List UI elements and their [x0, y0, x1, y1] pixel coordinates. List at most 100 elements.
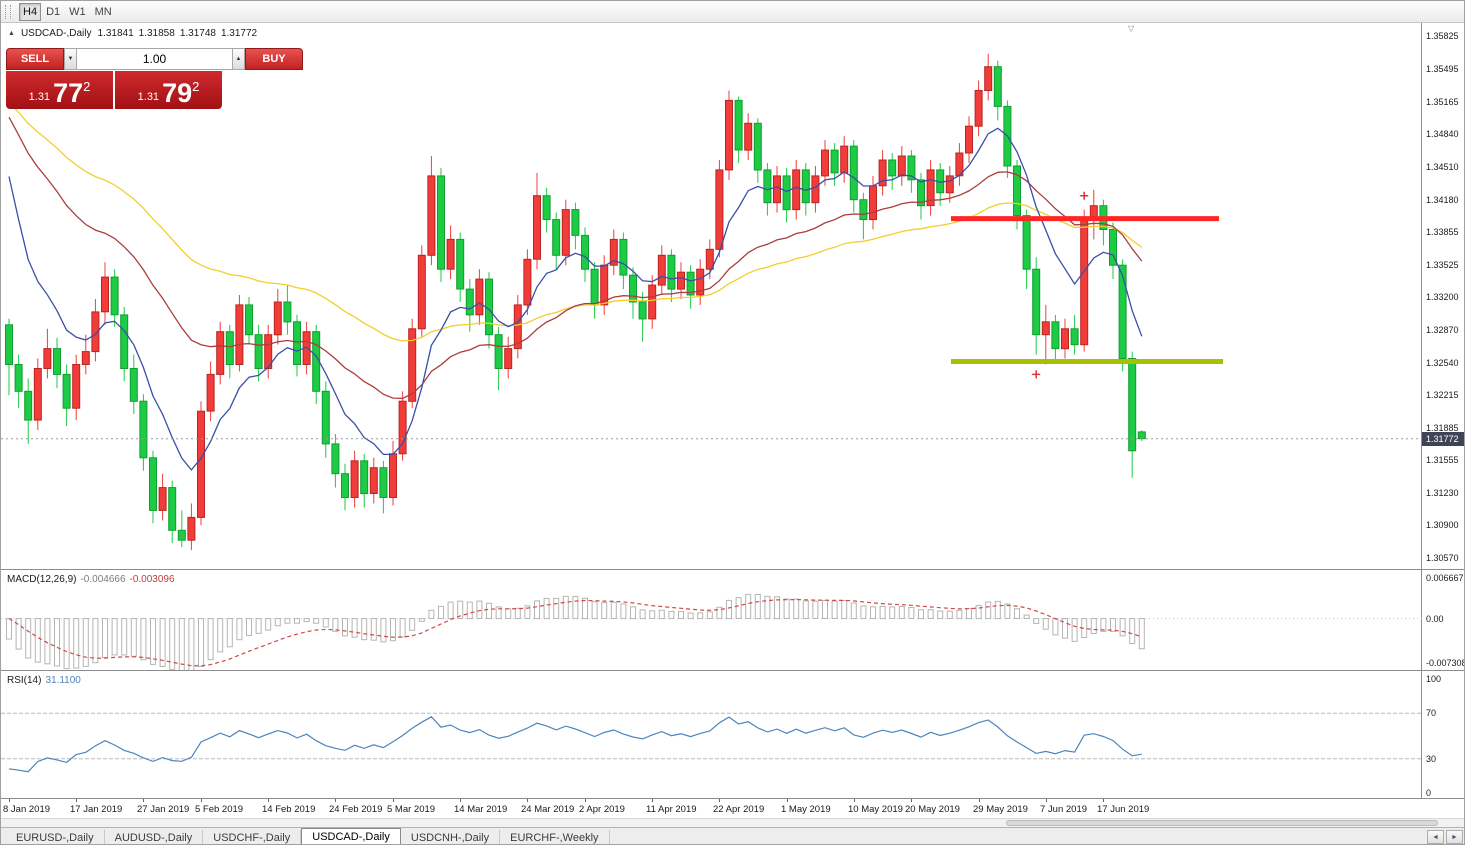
- price-axis-label: 1.33200: [1426, 291, 1459, 302]
- date-axis-label: 10 May 2019: [848, 804, 903, 815]
- macd-label: MACD(12,26,9) -0.004666 -0.003096: [7, 574, 175, 585]
- date-axis[interactable]: 8 Jan 2019 17 Jan 2019 27 Jan 2019 5 Feb 20…: [1, 799, 1421, 818]
- date-tick: [9, 799, 10, 802]
- macd-axis-label: 0.006667: [1426, 573, 1464, 583]
- volume-increase-button[interactable]: ▲: [232, 48, 245, 70]
- rsi-axis-label: 30: [1426, 753, 1437, 764]
- rsi-axis-label: 100: [1426, 674, 1442, 684]
- one-click-trading-panel: SELL ▼ ▲ BUY 1.31 77 2 1.31 79 2: [6, 48, 303, 109]
- price-axis-label: 1.35495: [1426, 64, 1459, 75]
- collapse-icon[interactable]: ▲: [8, 30, 15, 37]
- date-axis-label: 7 Jun 2019: [1040, 804, 1088, 815]
- date-tick: [719, 799, 720, 802]
- date-tick: [527, 799, 528, 802]
- panel-separator[interactable]: [1, 569, 1464, 570]
- tabs-prev-button[interactable]: ◄: [1427, 830, 1444, 844]
- tabs-next-button[interactable]: ►: [1446, 830, 1463, 844]
- tab-audusd-daily[interactable]: AUDUSD-,Daily: [105, 830, 204, 844]
- price-axis-label: 1.30900: [1426, 520, 1459, 531]
- date-axis-label: 5 Mar 2019: [387, 804, 436, 815]
- date-tick: [460, 799, 461, 802]
- panel-separator[interactable]: [1, 670, 1464, 671]
- price-axis-label: 1.35825: [1426, 31, 1459, 42]
- date-tick: [652, 799, 653, 802]
- ma-fast-blue: [8, 127, 1143, 471]
- rsi-canvas[interactable]: [1, 672, 1422, 798]
- price-axis-label: 1.30570: [1426, 553, 1459, 564]
- bid-price-panel[interactable]: 1.31 77 2: [6, 71, 113, 109]
- timeframe-toolbar: H4 D1 W1 MN: [1, 1, 1464, 23]
- date-tick: [143, 799, 144, 802]
- low-value: 1.31748: [179, 28, 216, 39]
- date-axis-label: 24 Feb 2019: [329, 804, 383, 815]
- open-value: 1.31841: [97, 28, 134, 39]
- price-axis-label: 1.31885: [1426, 422, 1459, 433]
- price-axis-label: 1.33525: [1426, 259, 1459, 270]
- high-value: 1.31858: [138, 28, 175, 39]
- date-tick: [1103, 799, 1104, 802]
- ohlc-values: 1.31841 1.31858 1.31748 1.31772: [98, 28, 263, 39]
- date-axis-label: 14 Feb 2019: [262, 804, 316, 815]
- tab-usdchf-daily[interactable]: USDCHF-,Daily: [203, 830, 302, 844]
- ma-medium-red: [8, 116, 1143, 399]
- date-axis-label: 11 Apr 2019: [646, 804, 697, 815]
- volume-decrease-button[interactable]: ▼: [64, 48, 77, 70]
- tab-usdcad-daily[interactable]: USDCAD-,Daily: [301, 828, 401, 844]
- date-axis-label: 29 May 2019: [973, 804, 1028, 815]
- date-axis-label: 1 May 2019: [781, 804, 831, 815]
- ask-prefix: 1.31: [137, 91, 160, 103]
- macd-canvas[interactable]: [1, 571, 1422, 670]
- date-tick: [76, 799, 77, 802]
- macd-axis-label: -0.007308: [1426, 658, 1465, 668]
- ask-big-digits: 79: [162, 78, 193, 108]
- macd-value: -0.004666: [80, 574, 126, 585]
- current-price-badge: 1.31772: [1422, 431, 1464, 446]
- timeframe-button-w1[interactable]: W1: [65, 3, 90, 21]
- chart-title: USDCAD-,Daily: [20, 28, 92, 39]
- date-axis-label: 17 Jun 2019: [1097, 804, 1150, 815]
- buy-button[interactable]: BUY: [245, 48, 303, 70]
- price-axis-label: 1.34840: [1426, 129, 1459, 140]
- bid-big-digits: 77: [53, 78, 84, 108]
- ask-pipette: 2: [192, 79, 200, 94]
- chart-shift-marker-icon: ▽: [1128, 24, 1135, 33]
- date-axis-label: 22 Apr 2019: [713, 804, 765, 815]
- macd-signal-value: -0.003096: [129, 574, 175, 585]
- date-tick: [268, 799, 269, 802]
- date-axis-label: 24 Mar 2019: [521, 804, 575, 815]
- tab-eurchf-weekly[interactable]: EURCHF-,Weekly: [500, 830, 610, 844]
- price-axis-border: [1421, 23, 1422, 798]
- tab-usdcnh-daily[interactable]: USDCNH-,Daily: [401, 830, 501, 844]
- timeframe-button-h4[interactable]: H4: [19, 2, 42, 21]
- close-value: 1.31772: [220, 28, 258, 39]
- toolbar-grip-icon[interactable]: [5, 4, 11, 19]
- date-tick: [854, 799, 855, 802]
- date-tick: [911, 799, 912, 802]
- rsi-axis-label: 70: [1426, 708, 1437, 719]
- scrollbar-thumb[interactable]: [1006, 820, 1438, 826]
- price-axis-label: 1.31230: [1426, 487, 1459, 498]
- price-axis-label: 1.32540: [1426, 357, 1459, 368]
- price-axis-label: 1.35165: [1426, 96, 1459, 107]
- date-axis-label: 14 Mar 2019: [454, 804, 508, 815]
- timeframe-button-mn[interactable]: MN: [91, 3, 116, 21]
- price-axis-label: 1.32870: [1426, 324, 1459, 335]
- rsi-value: 31.1100: [45, 675, 81, 686]
- main-chart-canvas[interactable]: [1, 23, 1422, 569]
- date-tick: [1046, 799, 1047, 802]
- chart-tabs: EURUSD-,Daily AUDUSD-,Daily USDCHF-,Daily U…: [6, 828, 610, 844]
- sell-button[interactable]: SELL: [6, 48, 64, 70]
- ask-price-panel[interactable]: 1.31 79 2: [115, 71, 222, 109]
- bid-prefix: 1.31: [28, 91, 51, 103]
- tab-eurusd-daily[interactable]: EURUSD-,Daily: [6, 830, 105, 844]
- date-axis-label: 20 May 2019: [905, 804, 960, 815]
- date-tick: [979, 799, 980, 802]
- date-axis-label: 5 Feb 2019: [195, 804, 244, 815]
- price-axis-label: 1.34180: [1426, 194, 1459, 205]
- date-tick: [585, 799, 586, 802]
- chart-tab-bar: EURUSD-,Daily AUDUSD-,Daily USDCHF-,Daily U…: [1, 827, 1464, 844]
- date-axis-label: 17 Jan 2019: [70, 804, 123, 815]
- horizontal-scrollbar[interactable]: [1, 818, 1464, 827]
- volume-input[interactable]: [77, 48, 232, 70]
- timeframe-button-d1[interactable]: D1: [42, 3, 64, 21]
